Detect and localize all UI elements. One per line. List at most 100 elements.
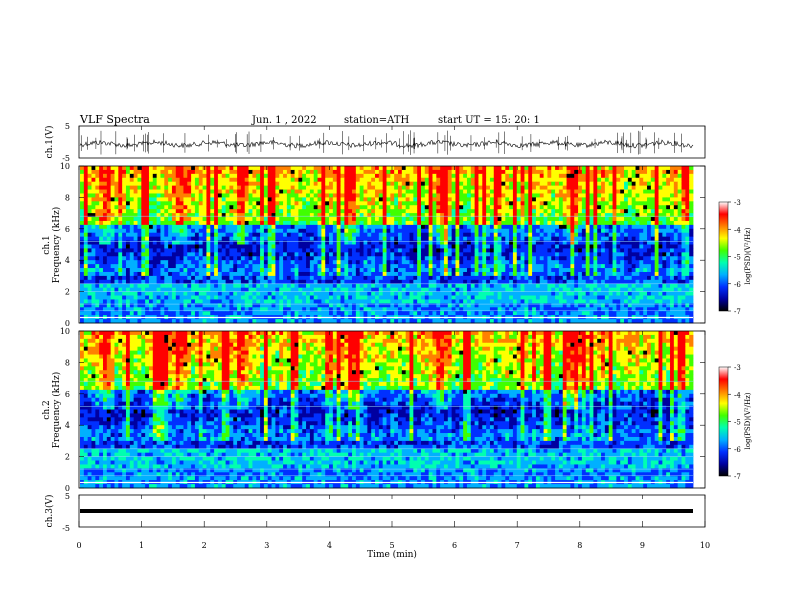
spectrogram-cell (363, 185, 368, 190)
spectrogram-cell (321, 264, 326, 269)
spectrogram-cell (585, 252, 590, 257)
spectrogram-cell (654, 248, 659, 253)
spectrogram-cell (206, 279, 211, 285)
spectrogram-cell (286, 185, 292, 190)
spectrogram-cell (585, 201, 590, 206)
spectrogram-cell (520, 213, 525, 218)
spectrogram-cell (233, 264, 238, 269)
spectrogram-cell (436, 220, 441, 226)
spectrogram-cell (409, 275, 414, 281)
spectrogram-cell (547, 224, 552, 230)
spectrogram-cell (643, 193, 648, 198)
spectrogram-cell (474, 248, 479, 253)
spectrogram-cell (233, 173, 238, 179)
spectrogram-cell (420, 279, 426, 285)
spectrogram-cell (336, 283, 341, 289)
spectrogram-cell (99, 209, 104, 214)
spectrogram-cell (187, 275, 192, 281)
spectrogram-cell (424, 236, 430, 241)
spectrogram-cell (601, 279, 606, 285)
spectrogram-cell (329, 264, 334, 269)
spectrogram-cell (451, 177, 456, 183)
spectrogram-cell (486, 185, 491, 190)
spectrogram-cell (662, 260, 667, 265)
spectrogram-cell (164, 189, 169, 194)
spectrogram-cell (179, 166, 184, 171)
spectrogram-cell (616, 275, 621, 281)
spectrogram-cell (501, 177, 506, 183)
spectrogram-cell (516, 217, 521, 222)
spectrogram-cell (313, 193, 318, 198)
spectrogram-cell (447, 275, 453, 281)
spectrogram-cell (570, 205, 575, 210)
spectrogram-cell (647, 244, 652, 249)
spectrogram-cell (306, 244, 311, 249)
spectrogram-cell (382, 193, 387, 198)
spectrogram-cell (539, 271, 544, 277)
spectrogram-cell (191, 264, 196, 269)
spectrogram-cell (397, 220, 403, 226)
spectrogram-cell (321, 256, 326, 261)
spectrogram-cell (654, 189, 659, 194)
spectrogram-cell (466, 260, 472, 265)
spectrogram-cell (83, 256, 89, 261)
spectrogram-cell (91, 177, 96, 183)
spectrogram-cell (122, 244, 127, 249)
spectrogram-cell (168, 264, 173, 269)
spectrogram-cell (309, 213, 315, 218)
spectrogram-cell (309, 220, 315, 226)
spectrogram-cell (516, 201, 521, 206)
spectrogram-cell (685, 236, 690, 241)
spectrogram-cell (520, 240, 525, 245)
spectrogram-cell (102, 166, 108, 171)
spectrogram-cell (470, 173, 476, 179)
spectrogram-cell (125, 169, 131, 175)
spectrogram-cell (183, 193, 188, 198)
spectrogram-cell (585, 177, 590, 183)
spectrogram-cell (581, 279, 587, 285)
spectrogram-cell (443, 248, 449, 253)
spectrogram-cell (340, 271, 345, 277)
spectrogram-cell (352, 228, 357, 234)
spectrogram-cell (512, 201, 518, 206)
spectrogram-cell (501, 197, 506, 202)
spectrogram-cell (279, 264, 284, 269)
spectrogram-cell (627, 264, 633, 269)
spectrogram-cell (401, 166, 407, 171)
spectrogram-cell (122, 220, 127, 226)
spectrogram-cell (260, 173, 265, 179)
spectrogram-cell (309, 252, 315, 257)
spectrogram-cell (286, 252, 292, 257)
spectrogram-cell (608, 264, 613, 269)
spectrogram-cell (397, 213, 403, 218)
spectrogram-cell (647, 169, 652, 175)
spectrogram-cell (566, 264, 571, 269)
spectrogram-cell (145, 213, 150, 218)
spectrogram-cell (217, 260, 223, 265)
spectrogram-cell (493, 209, 498, 214)
spectrogram-cell (585, 197, 590, 202)
spectrogram-cell (505, 177, 510, 183)
spectrogram-cell (283, 256, 288, 261)
spectrogram-cell (673, 189, 679, 194)
spectrogram-cell (601, 275, 606, 281)
spectrogram-cell (133, 197, 138, 202)
spectrogram-cell (647, 256, 652, 261)
spectrogram-cell (620, 217, 625, 222)
spectrogram-cell (348, 181, 353, 187)
spectrogram-cell (183, 224, 188, 230)
spectrogram-cell (482, 166, 487, 171)
spectrogram-cell (260, 205, 265, 210)
spectrogram-cell (566, 256, 571, 261)
spectrogram-cell (244, 240, 249, 245)
spectrogram-cell (466, 197, 472, 202)
spectrogram-cell (110, 173, 115, 179)
spectrogram-cell (95, 240, 100, 245)
spectrogram-cell (375, 193, 380, 198)
spectrogram-cell (252, 256, 257, 261)
spectrogram-cell (666, 264, 671, 269)
spectrogram-cell (359, 268, 364, 273)
spectrogram-cell (505, 193, 510, 198)
spectrogram-cell (217, 240, 223, 245)
spectrogram-cell (551, 232, 556, 238)
